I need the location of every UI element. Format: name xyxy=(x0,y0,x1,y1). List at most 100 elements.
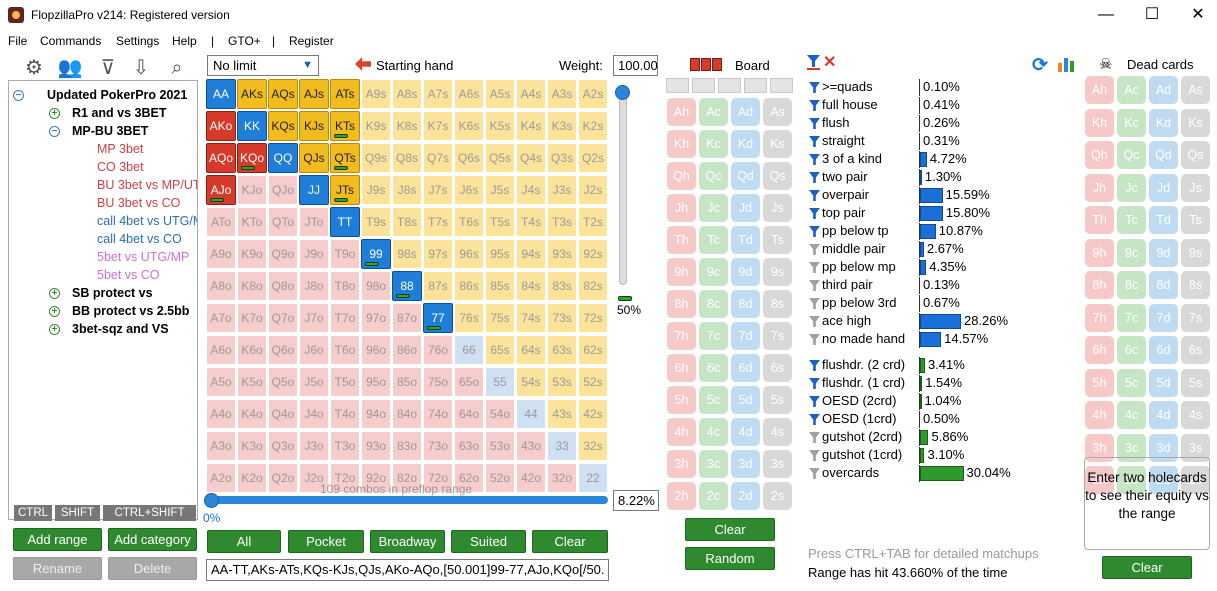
hand-cell-K4o[interactable]: K4o xyxy=(237,399,267,429)
hand-cell-T5o[interactable]: T5o xyxy=(330,367,360,397)
range-slider-thumb[interactable] xyxy=(204,493,219,508)
hand-cell-T3o[interactable]: T3o xyxy=(330,431,360,461)
hand-cell-J2o[interactable]: J2o xyxy=(299,463,329,493)
hand-cell-T9s[interactable]: T9s xyxy=(361,207,391,237)
hand-cell-AQo[interactable]: AQo xyxy=(206,143,236,173)
hand-cell-84s[interactable]: 84s xyxy=(516,271,546,301)
dead-card-2c[interactable]: 2c xyxy=(1117,466,1146,494)
hand-cell-T4o[interactable]: T4o xyxy=(330,399,360,429)
board-card-Kh[interactable]: Kh xyxy=(667,130,696,158)
dead-card-Jc[interactable]: Jc xyxy=(1117,173,1146,202)
board-slot[interactable] xyxy=(718,78,741,93)
hand-cell-AKo[interactable]: AKo xyxy=(206,111,236,141)
dead-card-3h[interactable]: 3h xyxy=(1085,433,1114,462)
hand-cell-Q5s[interactable]: Q5s xyxy=(485,143,515,173)
dead-card-6c[interactable]: 6c xyxy=(1117,336,1146,364)
board-card-Qd[interactable]: Qd xyxy=(731,162,760,190)
dead-card-Ad[interactable]: Ad xyxy=(1149,76,1178,104)
hand-cell-43o[interactable]: 43o xyxy=(516,431,546,461)
hand-cell-J8o[interactable]: J8o xyxy=(299,271,329,301)
dead-card-Kc[interactable]: Kc xyxy=(1117,108,1146,137)
hand-cell-T8s[interactable]: T8s xyxy=(392,207,422,237)
hand-cell-87s[interactable]: 87s xyxy=(423,271,453,301)
gear-icon[interactable]: ⚙ xyxy=(25,57,43,79)
broadway-button[interactable]: Broadway xyxy=(370,530,445,553)
dead-card-9h[interactable]: 9h xyxy=(1085,238,1114,267)
board-card-Qh[interactable]: Qh xyxy=(667,162,696,190)
dead-card-Ts[interactable]: Ts xyxy=(1181,206,1210,234)
add-range-button[interactable]: Add range xyxy=(13,528,102,551)
hand-cell-75s[interactable]: 75s xyxy=(485,303,515,333)
import-icon[interactable]: ⇩ xyxy=(132,57,150,79)
board-card-7c[interactable]: 7c xyxy=(699,322,728,350)
hand-cell-63o[interactable]: 63o xyxy=(454,431,484,461)
dead-card-8c[interactable]: 8c xyxy=(1117,271,1146,299)
hand-cell-65o[interactable]: 65o xyxy=(454,367,484,397)
hand-cell-K9s[interactable]: K9s xyxy=(361,111,391,141)
tab-ctrl[interactable]: CTRL xyxy=(14,505,52,521)
hand-cell-KTo[interactable]: KTo xyxy=(237,207,267,237)
board-card-2h[interactable]: 2h xyxy=(667,482,696,510)
dead-card-7c[interactable]: 7c xyxy=(1117,303,1146,332)
collapse-icon[interactable]: − xyxy=(13,90,24,101)
hand-cell-K8s[interactable]: K8s xyxy=(392,111,422,141)
hand-cell-J9o[interactable]: J9o xyxy=(299,239,329,269)
dead-card-5h[interactable]: 5h xyxy=(1085,368,1114,397)
hand-cell-K5o[interactable]: K5o xyxy=(237,367,267,397)
dead-card-5d[interactable]: 5d xyxy=(1149,368,1178,397)
board-card-5h[interactable]: 5h xyxy=(667,386,696,414)
dead-card-Qd[interactable]: Qd xyxy=(1149,141,1178,169)
hand-cell-T5s[interactable]: T5s xyxy=(485,207,515,237)
tree-item[interactable]: 3bet-sqz and VS xyxy=(72,322,169,336)
hand-cell-T4s[interactable]: T4s xyxy=(516,207,546,237)
board-card-7s[interactable]: 7s xyxy=(763,322,792,350)
filter-icon[interactable] xyxy=(809,280,820,291)
board-card-4d[interactable]: 4d xyxy=(731,418,760,446)
hand-cell-K5s[interactable]: K5s xyxy=(485,111,515,141)
hand-cell-J3o[interactable]: J3o xyxy=(299,431,329,461)
hand-cell-44[interactable]: 44 xyxy=(516,399,546,429)
dead-card-6s[interactable]: 6s xyxy=(1181,336,1210,364)
dead-card-Js[interactable]: Js xyxy=(1181,173,1210,202)
dead-card-As[interactable]: As xyxy=(1181,76,1210,104)
hand-cell-32o[interactable]: 32o xyxy=(547,463,577,493)
hand-cell-J7s[interactable]: J7s xyxy=(423,175,453,205)
dead-card-Jh[interactable]: Jh xyxy=(1085,173,1114,202)
hand-cell-74s[interactable]: 74s xyxy=(516,303,546,333)
board-card-Ah[interactable]: Ah xyxy=(667,98,696,126)
clear-range-button[interactable]: Clear xyxy=(532,530,608,553)
hand-cell-QJo[interactable]: QJo xyxy=(268,175,298,205)
close-button[interactable]: ✕ xyxy=(1191,6,1205,23)
hand-cell-A7o[interactable]: A7o xyxy=(206,303,236,333)
filter-icon[interactable] xyxy=(809,244,820,255)
dead-card-5c[interactable]: 5c xyxy=(1117,368,1146,397)
filter-icon[interactable] xyxy=(809,396,820,407)
hand-cell-76o[interactable]: 76o xyxy=(423,335,453,365)
tab-ctrl-shift[interactable]: CTRL+SHIFT xyxy=(103,505,196,521)
hand-cell-86o[interactable]: 86o xyxy=(392,335,422,365)
dead-card-Th[interactable]: Th xyxy=(1085,206,1114,234)
filter-icon[interactable] xyxy=(809,468,820,479)
board-card-9s[interactable]: 9s xyxy=(763,258,792,286)
hand-cell-62o[interactable]: 62o xyxy=(454,463,484,493)
board-card-2c[interactable]: 2c xyxy=(699,482,728,510)
hand-cell-K4s[interactable]: K4s xyxy=(516,111,546,141)
tree-item[interactable]: MP 3bet xyxy=(97,142,144,156)
search-icon[interactable]: ⌕ xyxy=(171,57,183,79)
hand-cell-Q2s[interactable]: Q2s xyxy=(578,143,608,173)
hand-cell-Q5o[interactable]: Q5o xyxy=(268,367,298,397)
hand-cell-84o[interactable]: 84o xyxy=(392,399,422,429)
hand-cell-A2s[interactable]: A2s xyxy=(578,79,608,109)
hand-cell-Q4o[interactable]: Q4o xyxy=(268,399,298,429)
dead-card-2h[interactable]: 2h xyxy=(1085,466,1114,494)
hand-cell-J5o[interactable]: J5o xyxy=(299,367,329,397)
hand-cell-A2o[interactable]: A2o xyxy=(206,463,236,493)
dead-card-8d[interactable]: 8d xyxy=(1149,271,1178,299)
hand-cell-95o[interactable]: 95o xyxy=(361,367,391,397)
users-icon[interactable]: 👥 xyxy=(57,57,83,79)
hand-cell-JTo[interactable]: JTo xyxy=(299,207,329,237)
board-slot[interactable] xyxy=(692,78,715,93)
minimize-button[interactable]: — xyxy=(1098,6,1114,23)
hand-cell-92o[interactable]: 92o xyxy=(361,463,391,493)
filter-icon[interactable] xyxy=(809,100,820,111)
